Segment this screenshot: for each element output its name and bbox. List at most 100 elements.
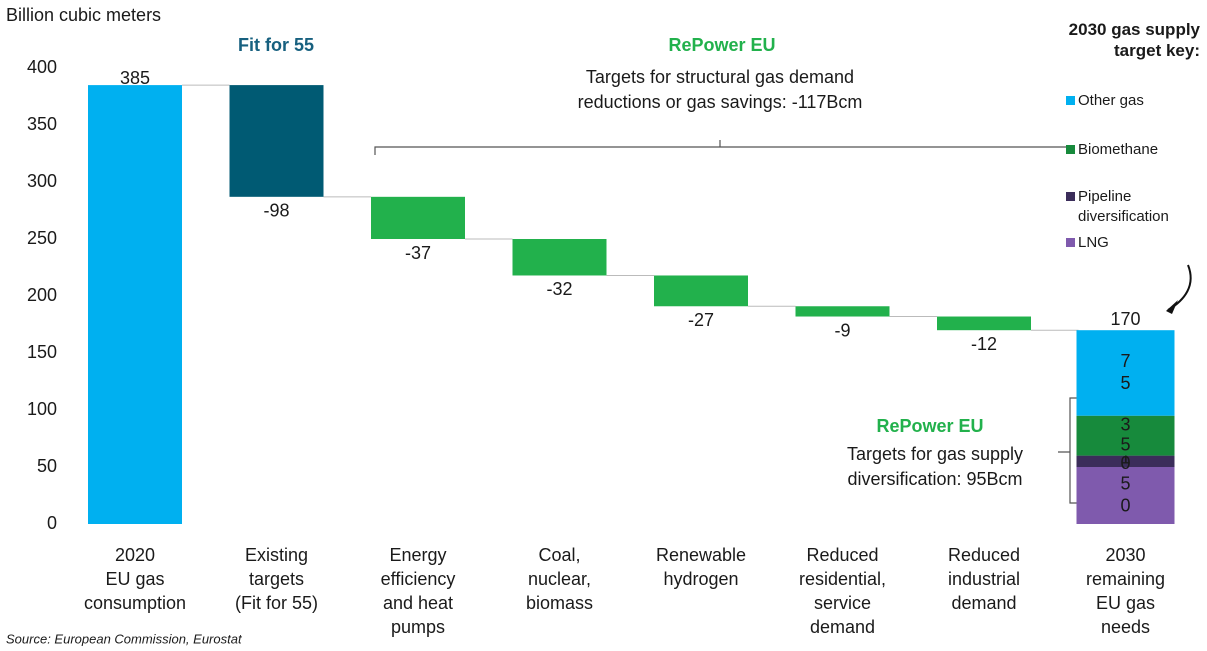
value-label: -32 bbox=[546, 279, 572, 299]
bar bbox=[371, 196, 465, 239]
legend-label: Pipeline diversification bbox=[1078, 188, 1169, 225]
x-tick-label-line: 2030 bbox=[1105, 545, 1145, 565]
x-tick-label: Energy efficiency and heat pumps bbox=[381, 545, 456, 637]
y-tick-label: 400 bbox=[27, 57, 57, 77]
x-tick-label-line: service bbox=[814, 593, 871, 613]
annotation-line: diversification: 95Bcm bbox=[847, 469, 1022, 489]
x-tick-label: Existing targets (Fit for 55) bbox=[235, 545, 318, 613]
value-label: -9 bbox=[834, 320, 850, 340]
x-tick-label-line: efficiency bbox=[381, 569, 456, 589]
annotation-line: Targets for structural gas demand bbox=[586, 67, 854, 87]
y-tick-label: 0 bbox=[47, 513, 57, 533]
y-axis-label: Billion cubic meters bbox=[6, 5, 161, 25]
bar bbox=[937, 316, 1031, 331]
x-tick-label-line: EU gas bbox=[105, 569, 164, 589]
x-tick-label-line: and heat bbox=[383, 593, 453, 613]
bar bbox=[229, 85, 324, 197]
annotation-line: Targets for gas supply bbox=[847, 444, 1023, 464]
x-tick-label-line: nuclear, bbox=[528, 569, 591, 589]
annotation-line: reductions or gas savings: -117Bcm bbox=[578, 92, 863, 112]
y-tick-label: 350 bbox=[27, 114, 57, 134]
legend-title: 2030 gas supply target key: bbox=[1069, 20, 1201, 60]
value-label: 385 bbox=[120, 68, 150, 88]
x-tick-label-line: (Fit for 55) bbox=[235, 593, 318, 613]
x-tick-label-line: consumption bbox=[84, 593, 186, 613]
legend-title-line: target key: bbox=[1114, 41, 1200, 60]
x-tick-label: Coal, nuclear, biomass bbox=[526, 545, 593, 613]
legend-label-line: Pipeline bbox=[1078, 188, 1131, 205]
annotation: RePower EU bbox=[876, 416, 983, 436]
value-label: -12 bbox=[971, 334, 997, 354]
stack-segment bbox=[1076, 467, 1175, 524]
arrow bbox=[1167, 264, 1192, 311]
stack-segment bbox=[1076, 455, 1175, 467]
legend-label-line: diversification bbox=[1078, 208, 1169, 225]
annotation-line: RePower EU bbox=[668, 35, 775, 55]
x-tick-label-line: pumps bbox=[391, 617, 445, 637]
x-tick-label: 2020 EU gas consumption bbox=[84, 545, 186, 613]
arrow-head bbox=[1166, 300, 1178, 314]
x-tick-label-line: needs bbox=[1101, 617, 1150, 637]
legend-label: LNG bbox=[1078, 234, 1109, 251]
x-tick-label: Renewable hydrogen bbox=[656, 545, 746, 589]
segment-label-digit: 3 bbox=[1120, 414, 1130, 434]
x-tick-label-line: 2020 bbox=[115, 545, 155, 565]
segment-label-digit: 7 bbox=[1120, 351, 1130, 371]
x-tick-label-line: Renewable bbox=[656, 545, 746, 565]
x-tick-label: 2030 remaining EU gas needs bbox=[1086, 545, 1165, 637]
legend-label: Other gas bbox=[1078, 92, 1144, 109]
segment-label: 10 bbox=[1120, 447, 1130, 473]
annotation: RePower EU bbox=[668, 35, 775, 55]
legend-swatch bbox=[1066, 96, 1075, 105]
y-tick-label: 300 bbox=[27, 171, 57, 191]
segment-label-digit: 0 bbox=[1120, 453, 1130, 473]
annotation: Targets for structural gas demand reducti… bbox=[578, 67, 863, 112]
y-tick-label: 200 bbox=[27, 285, 57, 305]
source: Source: European Commission, Eurostat bbox=[6, 631, 243, 646]
x-tick-label-line: hydrogen bbox=[663, 569, 738, 589]
annotation-line: RePower EU bbox=[876, 416, 983, 436]
x-tick-label-line: Coal, bbox=[538, 545, 580, 565]
x-tick-label-line: industrial bbox=[948, 569, 1020, 589]
stack-segment bbox=[1076, 330, 1175, 416]
x-tick-label-line: Energy bbox=[389, 545, 446, 565]
bracket bbox=[374, 140, 1070, 155]
value-label: 170 bbox=[1110, 309, 1140, 329]
x-tick-label: Reduced residential, service demand bbox=[799, 545, 886, 637]
bar bbox=[654, 275, 748, 307]
bracket bbox=[1058, 397, 1078, 504]
y-tick-label: 150 bbox=[27, 342, 57, 362]
y-tick-label: 250 bbox=[27, 228, 57, 248]
segment-label-digit: 1 bbox=[1120, 447, 1130, 467]
segment-label-digit: 5 bbox=[1120, 473, 1130, 493]
x-tick-label-line: targets bbox=[249, 569, 304, 589]
legend-swatch bbox=[1066, 145, 1075, 154]
x-tick-label-line: demand bbox=[951, 593, 1016, 613]
legend-swatch bbox=[1066, 192, 1075, 201]
segment-label-digit: 5 bbox=[1120, 434, 1130, 454]
value-label: -37 bbox=[405, 243, 431, 263]
legend-title-line: 2030 gas supply bbox=[1069, 20, 1201, 39]
bar bbox=[512, 239, 607, 276]
annotation-line: Fit for 55 bbox=[238, 35, 314, 55]
annotation: Targets for gas supply diversification: 9… bbox=[847, 444, 1023, 489]
x-tick-label-line: EU gas bbox=[1096, 593, 1155, 613]
annotation: Fit for 55 bbox=[238, 35, 314, 55]
bar bbox=[88, 85, 182, 524]
stack-segment bbox=[1076, 415, 1175, 456]
x-tick-label-line: residential, bbox=[799, 569, 886, 589]
x-tick-label-line: Reduced bbox=[948, 545, 1020, 565]
y-tick-label: 50 bbox=[37, 456, 57, 476]
bar bbox=[795, 306, 890, 317]
legend-label: Biomethane bbox=[1078, 141, 1158, 158]
y-tick-label: 100 bbox=[27, 399, 57, 419]
value-label: -27 bbox=[688, 310, 714, 330]
x-tick-label-line: biomass bbox=[526, 593, 593, 613]
x-tick-label-line: Existing bbox=[245, 545, 308, 565]
segment-label-digit: 5 bbox=[1120, 373, 1130, 393]
x-tick-label-line: remaining bbox=[1086, 569, 1165, 589]
